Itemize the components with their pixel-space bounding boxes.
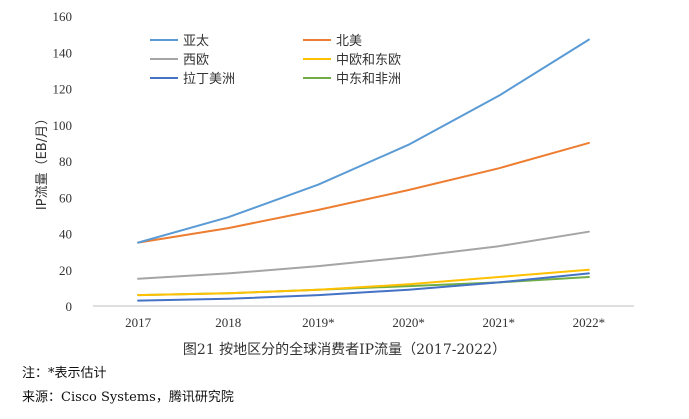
legend-item: 中东和非洲 <box>303 72 401 87</box>
series-line-4 <box>137 268 590 297</box>
series-line-3 <box>137 230 590 280</box>
y-tick-label: 160 <box>53 9 73 24</box>
legend-item: 拉丁美洲 <box>150 72 235 87</box>
series-line-2 <box>137 141 590 244</box>
y-tick-label: 0 <box>66 299 73 314</box>
legend-label: 中东和非洲 <box>336 72 401 87</box>
y-tick-label: 20 <box>59 263 72 278</box>
y-tick-label: 40 <box>59 227 72 242</box>
x-tick-label: 2018 <box>215 315 241 330</box>
series-line-1 <box>137 38 590 244</box>
legend-label: 亚太 <box>183 34 209 49</box>
legend-item: 西欧 <box>150 53 209 68</box>
x-tick-label: 2017 <box>125 315 152 330</box>
legend-item: 中欧和东欧 <box>303 53 401 68</box>
series-line-5 <box>137 272 590 302</box>
x-tick-label: 2020* <box>392 315 425 330</box>
y-tick-label: 100 <box>53 118 73 133</box>
legend-label: 西欧 <box>183 53 209 68</box>
y-tick-label: 120 <box>53 82 73 97</box>
legend-item: 亚太 <box>150 34 209 49</box>
y-axis-title: IP流量（EB/月） <box>35 112 50 210</box>
legend-label: 拉丁美洲 <box>183 72 235 87</box>
y-tick-label: 140 <box>53 45 73 60</box>
note-estimate: 注：*表示估计 <box>22 366 107 381</box>
y-axis-title-group: IP流量（EB/月） <box>35 112 50 210</box>
y-tick-label: 80 <box>59 154 72 169</box>
x-tick-labels: 2017 2018 2019* 2020* 2021* 2022* <box>125 315 605 330</box>
y-tick-labels: 0 20 40 60 80 100 120 140 160 <box>53 9 73 314</box>
legend-label: 北美 <box>336 34 362 49</box>
x-tick-label: 2019* <box>302 315 335 330</box>
series-lines <box>137 38 590 302</box>
x-tick-label: 2021* <box>483 315 516 330</box>
legend-item: 北美 <box>303 34 362 49</box>
figure-caption: 图21 按地区分的全球消费者IP流量（2017-2022） <box>182 342 507 358</box>
legend-label: 中欧和东欧 <box>336 53 401 68</box>
x-tick-label: 2022* <box>573 315 606 330</box>
y-tick-label: 60 <box>59 190 72 205</box>
note-source: 来源：Cisco Systems，腾讯研究院 <box>22 390 234 405</box>
